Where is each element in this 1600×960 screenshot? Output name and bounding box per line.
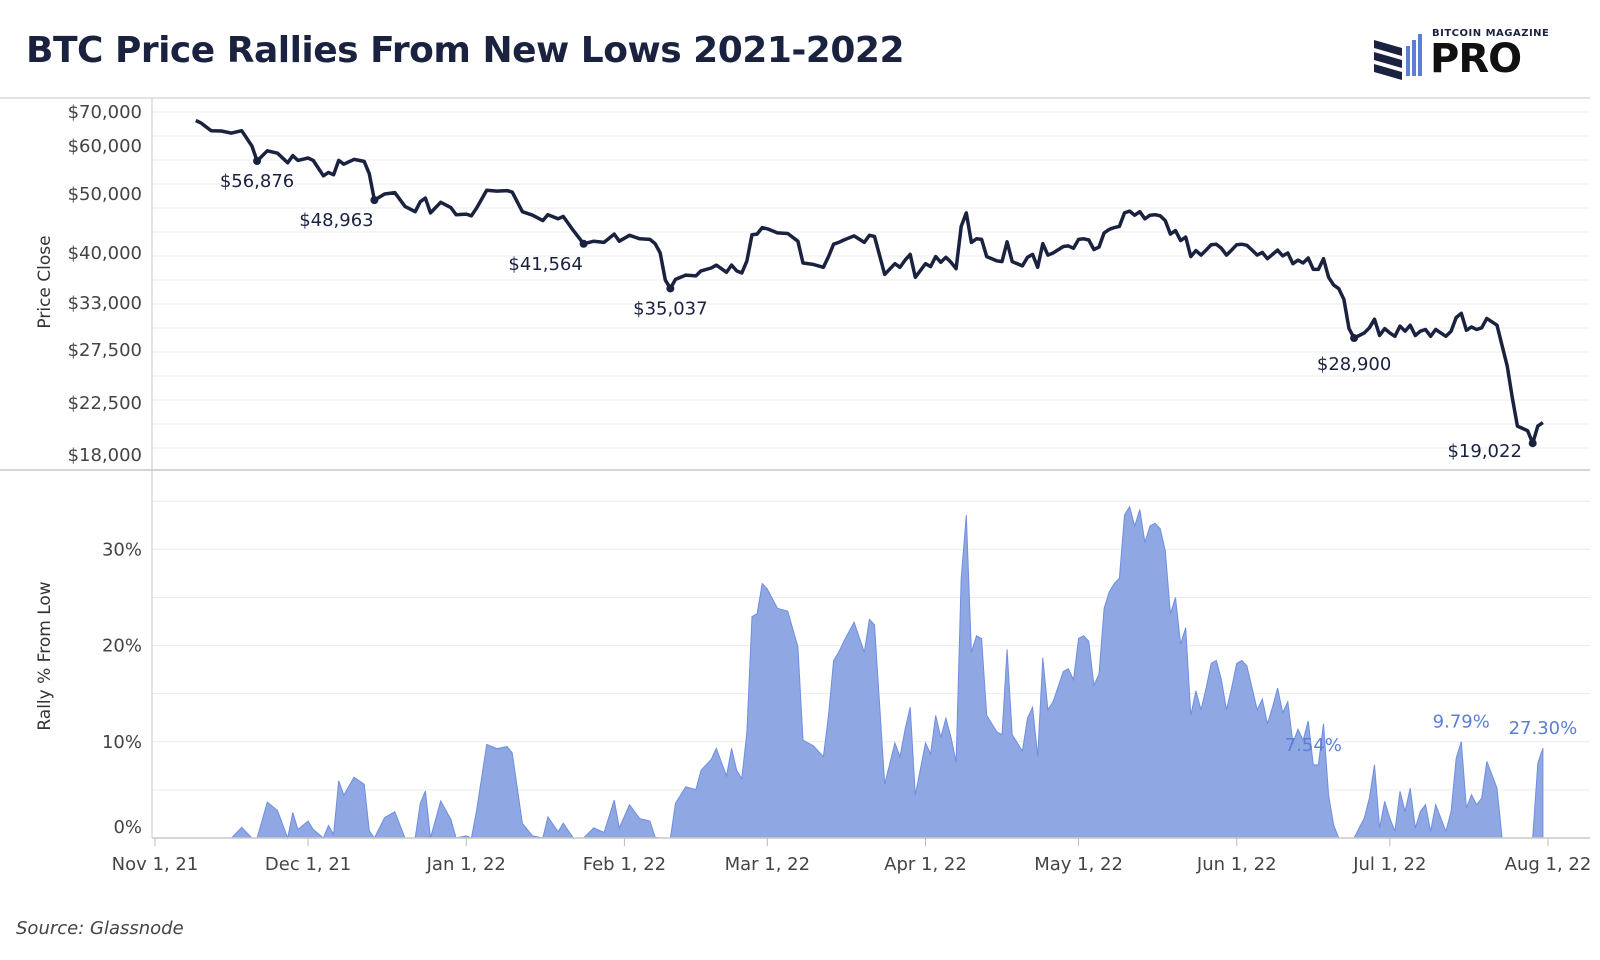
price-y-tick-label: $18,000 (68, 445, 142, 466)
x-tick-label-nov-1-21: Nov 1, 21 (112, 854, 199, 875)
price-y-tick-label: $27,500 (68, 340, 142, 361)
x-tick-label-may-1-22: May 1, 22 (1034, 854, 1123, 875)
logo-big-text: PRO (1430, 36, 1522, 82)
rally-y-tick-label: 20% (102, 636, 142, 657)
x-tick-label-apr-1-22: Apr 1, 22 (884, 854, 967, 875)
rally-annotations: 7.54% 9.79% 27.30% (1285, 711, 1578, 755)
rally-y-tick-label: 10% (102, 732, 142, 753)
x-tick-label-jul-1-22: Jul 1, 22 (1352, 854, 1426, 875)
price-low-marker (666, 284, 675, 293)
x-tick-label-jan-1-22: Jan 1, 22 (426, 854, 506, 875)
x-tick-label-jun-1-22: Jun 1, 22 (1196, 854, 1277, 875)
rally-annotation-9-79: 9.79% (1433, 711, 1490, 732)
logo-small-text: BITCOIN MAGAZINE (1432, 28, 1550, 39)
price-line (195, 118, 1544, 445)
rally-y-tick-label: 0% (113, 817, 142, 838)
source-note: Source: Glassnode (16, 918, 184, 939)
price-gridlines (0, 97, 1590, 470)
price-annotation-41-564: $41,564 (508, 254, 582, 275)
price-annotation-35-037: $35,037 (633, 298, 707, 319)
x-axis: Nov 1, 21 Dec 1, 21 Jan 1, 22 Feb 1, 22 Mar … (112, 837, 1592, 875)
price-y-tick-label: $50,000 (68, 184, 142, 205)
price-low-marker (579, 239, 588, 248)
price-y-tick-label: $22,500 (68, 393, 142, 414)
price-y-tick-label: $60,000 (68, 136, 142, 157)
price-y-axis-title: Price Close (35, 235, 55, 328)
rally-area (195, 505, 1544, 840)
price-annotation-19-022: $19,022 (1447, 441, 1521, 462)
price-panel: $70,000 $60,000 $50,000 $40,000 $33,000 $27,5… (0, 97, 1590, 470)
rally-annotation-7-54: 7.54% (1285, 735, 1342, 756)
chart-canvas: $70,000 $60,000 $50,000 $40,000 $33,000 $27,5… (0, 97, 1592, 875)
price-low-marker (253, 156, 262, 165)
rally-annotation-27-30: 27.30% (1509, 718, 1578, 739)
price-low-marker (370, 196, 379, 205)
price-annotation-48-963: $48,963 (299, 210, 373, 231)
price-y-tick-label: $40,000 (68, 243, 142, 264)
bitcoin-magazine-pro-logo: BITCOIN MAGAZINE PRO (1372, 24, 1572, 84)
rally-y-ticks: 30% 20% 10% 0% (102, 539, 142, 838)
price-y-tick-label: $70,000 (68, 102, 142, 123)
rally-y-tick-label: 30% (102, 539, 142, 560)
chart-title: BTC Price Rallies From New Lows 2021-202… (26, 30, 905, 71)
price-low-marker (1528, 439, 1537, 448)
rally-panel: 30% 20% 10% 0% Rally % From Low 7.54% 9.79% 2… (35, 470, 1590, 840)
price-low-marker (1350, 334, 1359, 343)
price-y-tick-label: $33,000 (68, 293, 142, 314)
logo-bars-icon (1374, 34, 1422, 80)
rally-y-axis-title: Rally % From Low (35, 581, 55, 730)
price-annotation-28-900: $28,900 (1317, 354, 1391, 375)
x-tick-label-mar-1-22: Mar 1, 22 (725, 854, 810, 875)
price-annotations: $56,876$48,963 $41,564 $35,037 $28,900 $19,0… (220, 156, 1537, 462)
price-annotation-56-876: $56,876 (220, 171, 294, 192)
price-y-ticks: $70,000 $60,000 $50,000 $40,000 $33,000 $27,5… (68, 102, 142, 466)
x-tick-label-dec-1-21: Dec 1, 21 (265, 854, 351, 875)
x-tick-label-aug-1-22: Aug 1, 22 (1505, 854, 1592, 875)
x-tick-label-feb-1-22: Feb 1, 22 (583, 854, 666, 875)
